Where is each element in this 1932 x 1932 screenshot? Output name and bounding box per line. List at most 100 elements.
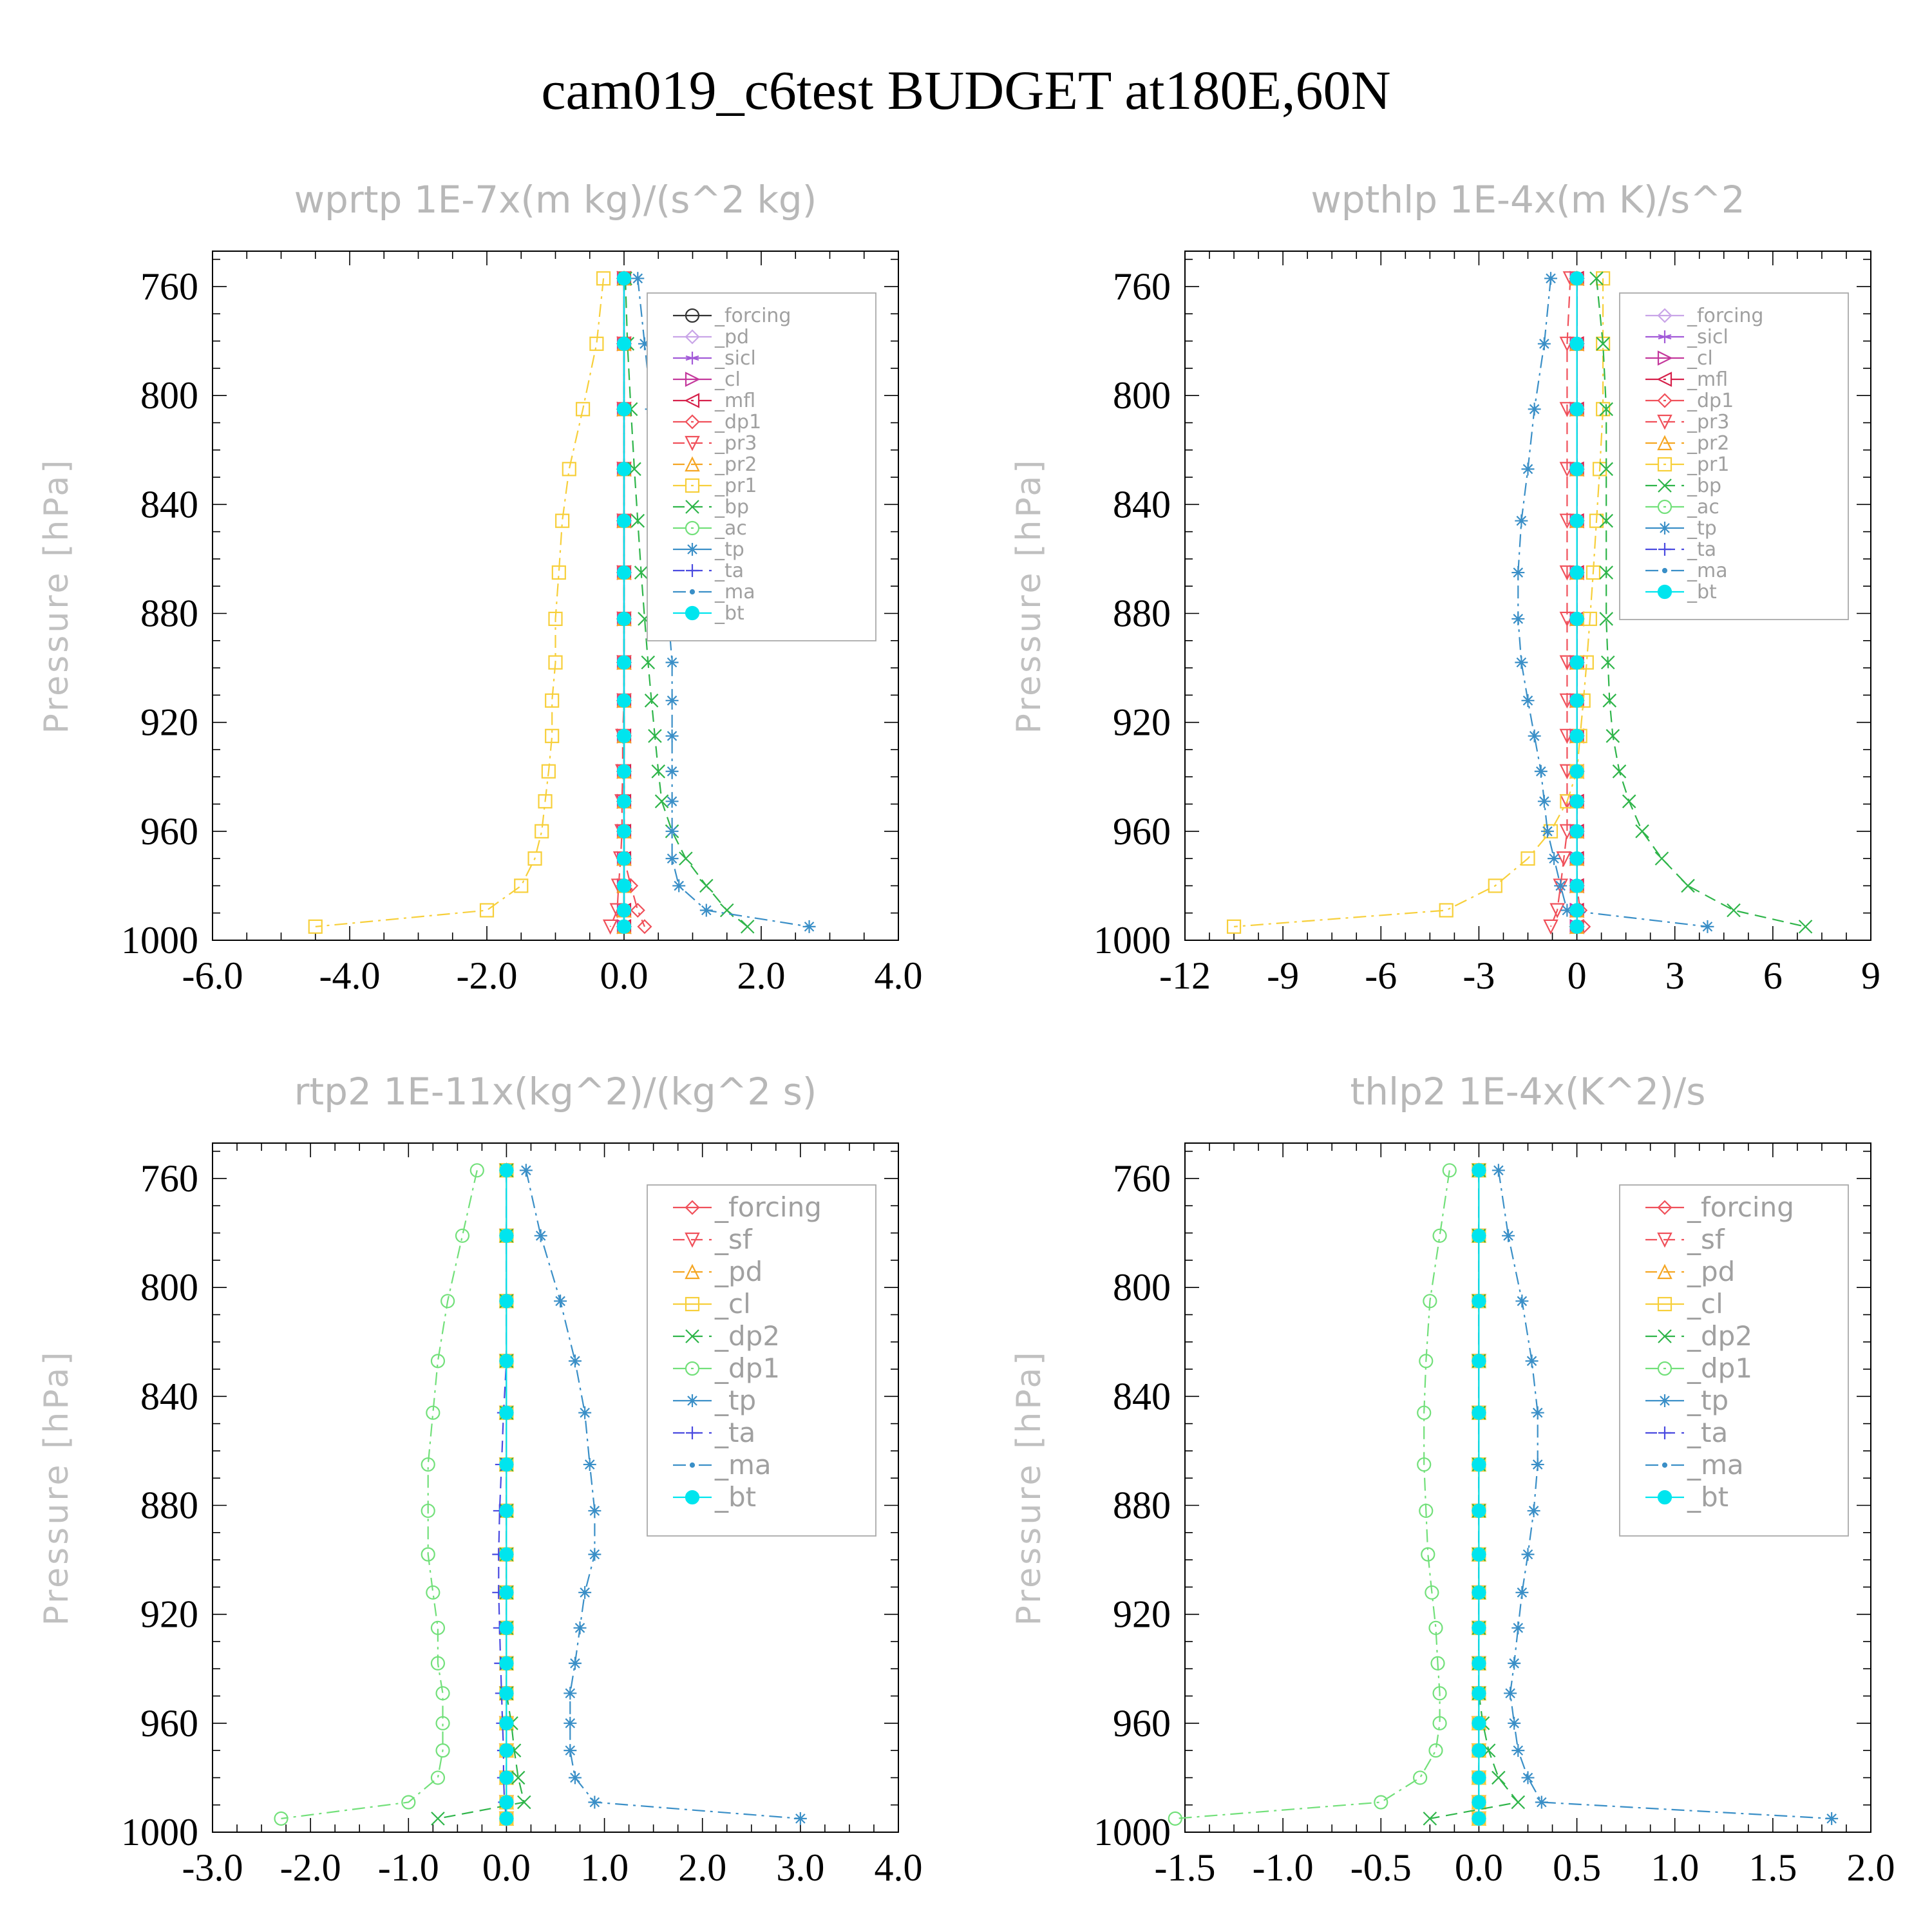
data-point [1544,272,1557,285]
data-point [1681,878,1695,893]
data-point [641,655,656,670]
x-tick-label: -6 [1365,954,1397,997]
data-point [1528,729,1541,743]
data-point [1599,513,1613,528]
series-line-pr3 [1549,278,1571,927]
data-point [568,1771,582,1785]
data-point [1439,903,1454,918]
data-point [616,271,632,286]
data-point [1515,514,1528,527]
data-point [1511,1621,1525,1634]
data-point [602,919,618,935]
legend-entry: _ta [714,1417,755,1448]
data-point [1569,462,1584,477]
x-tick-label: 0.0 [600,954,649,997]
y-tick-label: 880 [140,1484,198,1526]
data-point [1599,565,1613,580]
data-point [1535,1795,1548,1809]
data-point [401,1795,416,1810]
data-point [426,1405,440,1420]
legend-marker [1658,330,1672,343]
data-point [665,694,679,707]
y-tick-label: 800 [140,374,198,417]
data-point [1569,794,1584,809]
legend-entry: _forcing [1687,1191,1794,1223]
x-tick-label: 4.0 [875,954,923,997]
data-point [1569,271,1584,286]
data-point [616,794,632,809]
data-point [699,878,714,893]
data-point [616,693,632,708]
data-point [1527,1504,1540,1517]
panel-4: thlp2 1E-4x(K^2)/s Pressure [hPa] 760 800 84… [1010,1070,1895,1889]
data-point [548,655,563,670]
data-point [1605,729,1620,743]
data-point [431,1812,445,1826]
data-point [1472,1547,1486,1562]
legend: _forcing_sf_pd_cl_dp2_dp1_tp_ta_ma_bt [647,1184,876,1537]
data-point [499,1163,514,1178]
data-point [1492,1164,1505,1177]
data-point [1599,402,1613,417]
data-point [545,728,560,743]
data-point [651,764,666,779]
legend-entry: _pr2 [1687,432,1729,455]
data-point [564,1687,577,1700]
data-point [545,693,560,708]
y-tick-label: 800 [1113,1266,1171,1309]
data-point [1798,920,1813,934]
data-point [1549,903,1565,918]
data-point [583,1458,596,1472]
data-point [1423,1294,1437,1309]
data-point [1472,1503,1486,1519]
legend-marker [1657,584,1672,600]
x-tick-label: -0.5 [1350,1846,1412,1889]
series-line-tp [1497,1170,1832,1819]
data-point [499,1686,514,1701]
data-point [1635,824,1649,838]
data-point [665,795,679,808]
legend-entry: _bt [714,1481,756,1513]
data-point [568,1656,582,1670]
legend-entry: _tp [1687,517,1717,540]
data-point [551,565,566,580]
data-point [430,1770,446,1785]
legend-marker [1658,1426,1671,1439]
data-point [699,904,713,917]
data-point [578,1406,592,1419]
legend-marker [685,352,699,365]
data-point [1511,566,1525,580]
legend-box [647,1184,876,1537]
data-point [499,1547,514,1562]
data-point [527,851,542,866]
data-point [1569,693,1584,708]
legend-marker [1658,1394,1671,1407]
legend-marker [685,329,700,345]
legend-entry: _ma [1687,1449,1744,1481]
data-point [1430,1656,1445,1671]
data-point [1472,1163,1486,1178]
data-point [1504,1687,1517,1700]
data-point [1537,337,1551,350]
legend-entry: _pd [714,326,749,348]
legend-entry: _forcing [1687,305,1763,327]
legend-entry: _dp1 [1687,1352,1752,1384]
series-group [308,270,816,935]
data-point [1472,1716,1486,1730]
data-point [1417,1405,1432,1420]
legend-marker [686,1426,699,1439]
legend-marker [685,414,700,430]
data-point [568,1354,582,1368]
data-point [637,919,652,934]
x-tick-label: -12 [1159,954,1211,997]
y-axis-label: Pressure [hPa] [1010,1350,1048,1626]
data-point [665,824,679,838]
y-tick-label: 1000 [1094,919,1171,961]
figure-title: cam019_c6test BUDGET at180E,60N [541,59,1391,121]
data-point [616,764,632,779]
x-tick-label: 3.0 [776,1846,824,1889]
data-point [1569,903,1584,918]
x-tick-label: -1.0 [1253,1846,1314,1889]
legend-entry: _pd [1687,1256,1735,1287]
data-point [1589,513,1604,528]
